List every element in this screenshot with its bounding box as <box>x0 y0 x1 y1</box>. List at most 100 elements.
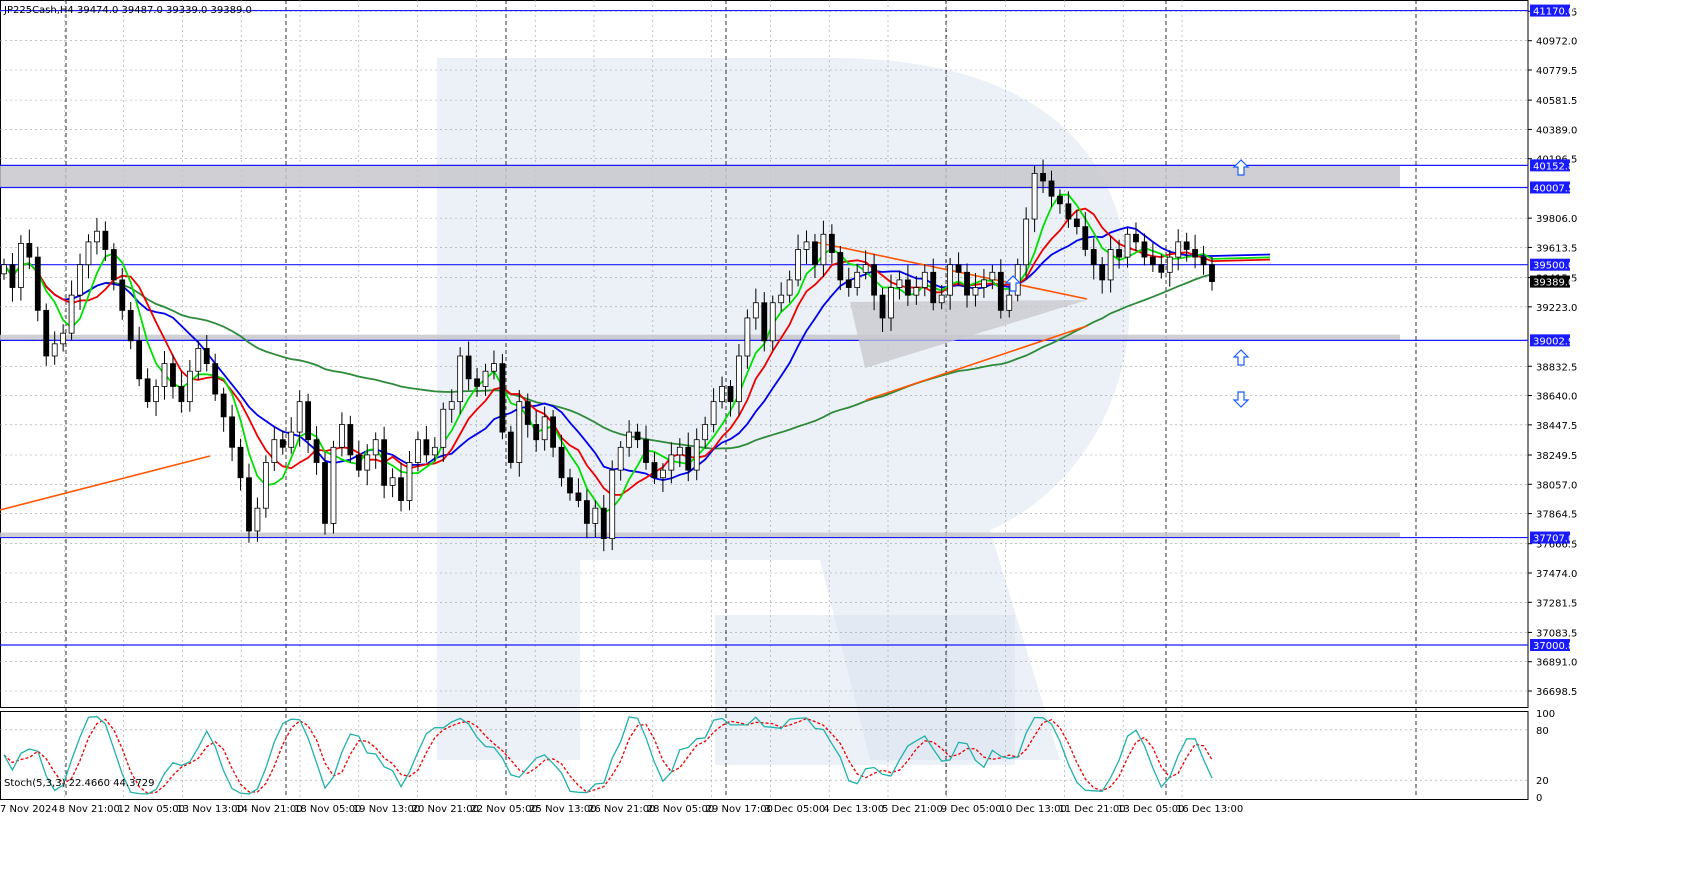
candle-body <box>51 343 58 357</box>
candle-body <box>651 462 658 479</box>
ma-long-line <box>3 262 1213 450</box>
candle-body <box>1200 256 1207 266</box>
price-zone <box>0 532 1400 538</box>
candle-body <box>1006 294 1013 311</box>
candle-body <box>592 507 599 524</box>
x-tick-label: 10 Dec 13:00 <box>1000 804 1067 815</box>
candle-body <box>550 416 556 448</box>
candle-body <box>440 408 447 448</box>
candle-body <box>60 332 67 345</box>
candle-body <box>406 462 413 501</box>
candle-body <box>761 302 768 342</box>
candle-body <box>1048 180 1055 197</box>
candle-body <box>989 271 996 281</box>
candle-body <box>769 302 776 342</box>
y-tick-label: 37281.5 <box>1536 598 1577 609</box>
y-tick-label: 39806.0 <box>1536 214 1577 225</box>
candle-body <box>778 294 785 304</box>
y-tick-label: 38640.0 <box>1536 392 1577 403</box>
candle-body <box>795 249 801 281</box>
indicator-label: Stoch(5,3,3) 22.4660 44.3729 <box>4 778 155 789</box>
x-tick-label: 20 Nov 21:00 <box>412 804 479 815</box>
stoch-axis-0: 0 <box>1536 793 1542 804</box>
stoch-level-label: 80 <box>1536 726 1549 737</box>
candle-body <box>1166 256 1173 273</box>
triangle-fill <box>850 300 1087 368</box>
watermark-shape <box>437 58 1130 760</box>
stochastic-panel: 20 80 0 100 <box>0 709 1555 804</box>
level-tag-bg <box>1530 181 1570 194</box>
candle-body <box>237 446 244 479</box>
candle-body <box>43 309 50 357</box>
candle-body <box>676 446 683 456</box>
candle-body <box>34 256 41 311</box>
x-tick-label: 9 Dec 05:00 <box>941 804 1002 815</box>
price-zone <box>0 165 1400 188</box>
x-tick-label: 4 Dec 13:00 <box>823 804 884 815</box>
candle-body <box>1116 249 1122 258</box>
price-panel-border <box>0 0 1529 708</box>
candle-body <box>94 230 100 243</box>
candle-body <box>854 271 861 288</box>
x-tick-label: 7 Nov 2024 <box>0 804 58 815</box>
candle-body <box>457 355 464 403</box>
candle-body <box>322 462 328 524</box>
y-tick-label: 36698.5 <box>1536 687 1577 698</box>
candle-body <box>702 424 709 441</box>
candle-body <box>482 370 489 387</box>
level-tag-bg <box>1530 159 1570 172</box>
candle-body <box>229 416 235 448</box>
candle-body <box>913 287 920 296</box>
x-tick-label: 16 Dec 13:00 <box>1176 804 1243 815</box>
level-tag-bg <box>1530 275 1570 288</box>
y-tick-label: 38057.0 <box>1536 480 1577 491</box>
candle-body <box>1124 233 1131 258</box>
x-tick-label: 8 Nov 21:00 <box>59 804 120 815</box>
candle-body <box>1073 218 1080 228</box>
candle-body <box>1141 241 1148 258</box>
candle-body <box>355 454 362 471</box>
y-tick-label: 37083.5 <box>1536 628 1577 639</box>
candle-body <box>828 233 835 253</box>
candle-body <box>1107 249 1114 281</box>
candle-body <box>26 242 33 258</box>
candle-body <box>448 401 455 410</box>
candle-body <box>541 416 548 441</box>
candle-body <box>347 424 354 456</box>
candle-body <box>339 424 345 448</box>
stoch-axis-100: 100 <box>1536 709 1555 720</box>
candle-body <box>904 279 911 296</box>
level-tag-label: 37707.0 <box>1533 534 1574 545</box>
candle-body <box>879 294 886 319</box>
candle-body <box>68 294 75 334</box>
candle-body <box>271 439 278 463</box>
candle-body <box>710 401 717 425</box>
chart-title: JP225Cash,H4 39474.0 39487.0 39339.0 393… <box>3 5 252 16</box>
candle-body <box>372 439 379 456</box>
candle-body <box>1090 249 1097 266</box>
candle-body <box>896 279 903 288</box>
candle-body <box>820 233 827 266</box>
candle-body <box>1099 264 1106 281</box>
x-tick-label: 29 Nov 17:00 <box>706 804 773 815</box>
candle-body <box>136 340 143 380</box>
candle-body <box>1031 172 1038 220</box>
candle-body <box>1023 218 1030 266</box>
candle-body <box>9 264 16 288</box>
candle-body <box>1183 241 1190 250</box>
candle-body <box>643 439 649 463</box>
candle-body <box>871 264 877 296</box>
x-tick-label: 19 Nov 13:00 <box>353 804 420 815</box>
level-tag-label: 41170.0 <box>1533 7 1574 18</box>
candle-body <box>203 347 210 365</box>
candle-body <box>888 287 894 319</box>
candle-body <box>1158 264 1165 273</box>
stoch-main-line <box>3 715 1213 795</box>
candle-body <box>186 370 193 403</box>
level-price-tags: 41170.0 40152.8 40007.5 39500.0 39389.0 39002… <box>1530 4 1574 652</box>
x-tick-label: 13 Dec 05:00 <box>1117 804 1184 815</box>
level-tag-label: 40152.8 <box>1533 161 1574 172</box>
candle-body <box>693 439 700 471</box>
arrows <box>1004 159 1250 408</box>
